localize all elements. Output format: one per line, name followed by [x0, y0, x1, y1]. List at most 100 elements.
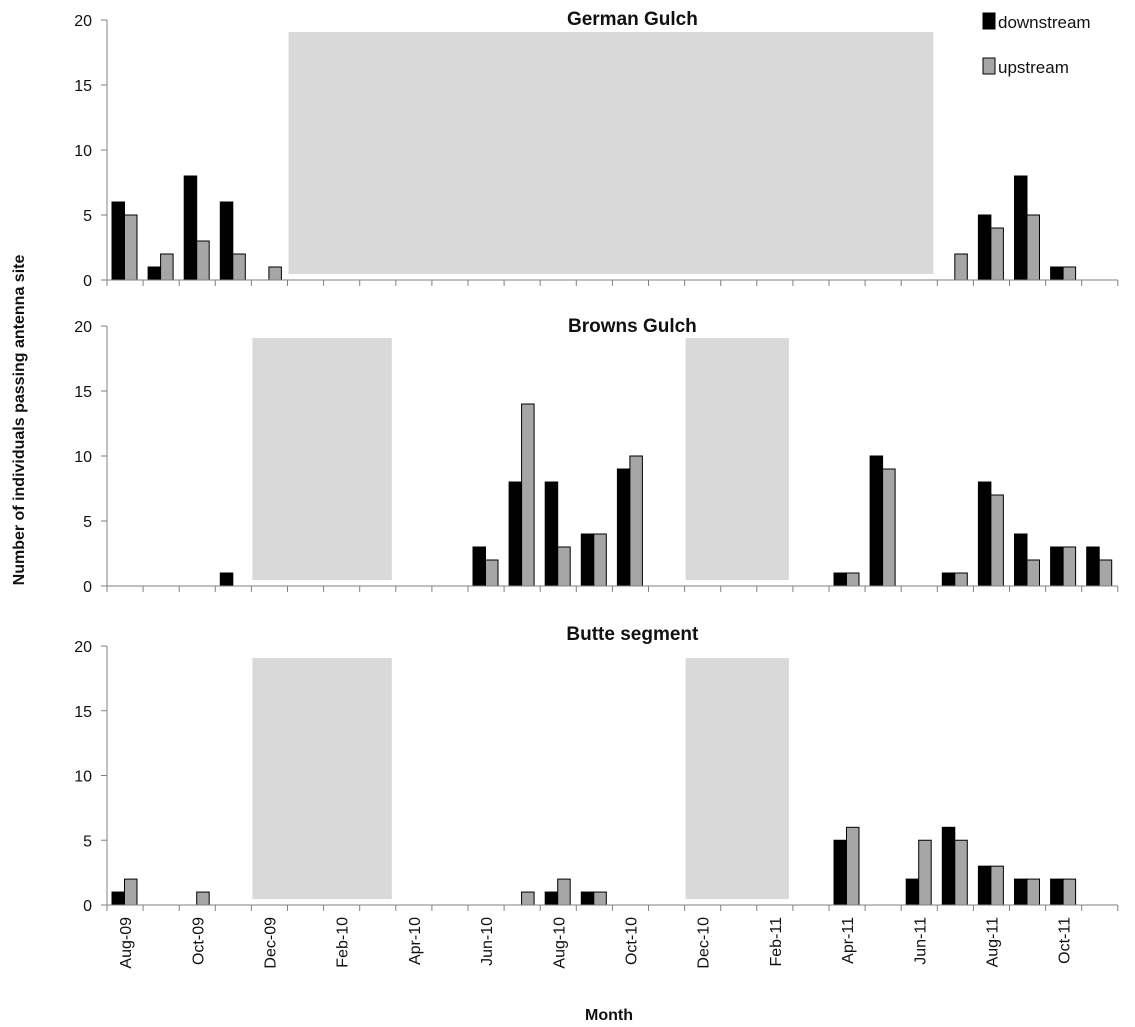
y-tick-label: 5 — [83, 208, 92, 225]
bar-downstream — [1050, 878, 1064, 906]
x-tick-label: Aug-09 — [118, 917, 135, 969]
bar-downstream — [1014, 533, 1028, 587]
panels: 0 5 10 15 20 German Gulch 0 5 10 15 20 Browns Gulch… — [74, 9, 1119, 969]
bar-downstream — [508, 481, 523, 587]
y-tick-label: 0 — [83, 579, 92, 596]
bar-downstream — [1050, 266, 1064, 281]
bar-downstream — [580, 533, 595, 587]
legend-label-downstream: downstream — [998, 13, 1091, 32]
bar-upstream — [124, 878, 138, 906]
bar-upstream — [918, 839, 932, 906]
y-axis-title: Number of individuals passing antenna si… — [11, 255, 28, 586]
bar-downstream — [219, 201, 234, 281]
x-tick-label: Aug-11 — [984, 917, 1001, 968]
y-tick-label: 0 — [83, 273, 92, 290]
bar-downstream — [1086, 546, 1100, 587]
panel-title: Butte segment — [566, 624, 699, 645]
bar-downstream — [833, 572, 847, 587]
bar-downstream — [111, 891, 125, 906]
bar-downstream — [833, 839, 847, 906]
y-tick-label: 10 — [74, 449, 92, 466]
bar-downstream — [219, 572, 234, 587]
y-tick-label: 10 — [74, 769, 92, 786]
bar-downstream — [977, 865, 992, 906]
bar-upstream — [521, 403, 535, 587]
bar-upstream — [196, 240, 210, 281]
bar-downstream — [111, 201, 125, 281]
y-tick-label: 15 — [74, 384, 92, 401]
bar-downstream — [1050, 546, 1064, 587]
x-tick-label: Jun-10 — [479, 917, 496, 966]
x-tick-label: Dec-10 — [696, 917, 713, 969]
x-tick-label: Jun-11 — [912, 917, 929, 965]
y-tick-label: 20 — [74, 13, 92, 30]
bar-upstream — [1026, 878, 1040, 906]
bar-upstream — [232, 253, 246, 281]
x-tick-label: Feb-11 — [768, 917, 785, 967]
bar-upstream — [846, 826, 860, 906]
panel-2: 0 5 10 15 20 Browns Gulch — [74, 316, 1119, 596]
bar-upstream — [521, 891, 535, 906]
bar-upstream — [990, 865, 1004, 906]
bar-upstream — [557, 546, 571, 587]
bar-upstream — [1062, 878, 1077, 906]
bar-downstream — [905, 878, 920, 906]
x-axis-title: Month — [585, 1007, 633, 1024]
x-tick-label: Dec-09 — [262, 917, 279, 969]
bar-upstream — [990, 494, 1004, 587]
bar-downstream — [147, 266, 162, 281]
bar-downstream — [183, 175, 198, 281]
bar-upstream — [124, 214, 138, 281]
legend-swatch-upstream — [982, 57, 996, 75]
legend: downstream upstream — [982, 12, 1091, 77]
bar-upstream — [196, 891, 210, 906]
bar-upstream — [954, 253, 968, 281]
bar-upstream — [1062, 266, 1077, 281]
bar-upstream — [954, 572, 968, 587]
y-tick-label: 0 — [83, 898, 92, 915]
bar-upstream — [954, 839, 968, 906]
bar-downstream — [616, 468, 631, 587]
y-tick-label: 5 — [83, 833, 92, 850]
panel-1: 0 5 10 15 20 German Gulch — [74, 9, 1119, 290]
bar-upstream — [1098, 559, 1113, 587]
bar-downstream — [941, 572, 956, 587]
bar-downstream — [977, 214, 992, 281]
x-tick-label: Feb-10 — [335, 917, 352, 968]
x-tick-label: Apr-11 — [840, 917, 857, 964]
bar-upstream — [1026, 559, 1040, 587]
shaded-range — [685, 658, 789, 899]
bar-upstream — [846, 572, 860, 587]
x-tick-labels: Aug-09 Oct-09 Dec-09 Feb-10 Apr-10 Jun-10 Aug-… — [118, 917, 1074, 969]
bar-upstream — [629, 455, 643, 587]
panel-title: German Gulch — [567, 9, 698, 30]
legend-swatch-downstream — [982, 12, 996, 30]
bar-downstream — [1014, 175, 1028, 281]
bar-upstream — [1026, 214, 1040, 281]
bar-downstream — [941, 826, 956, 906]
y-tick-label: 20 — [74, 639, 92, 656]
shaded-range — [252, 338, 392, 580]
bar-downstream — [580, 891, 595, 906]
x-tick-label: Oct-09 — [190, 917, 207, 965]
y-tick-label: 15 — [74, 78, 92, 95]
bar-upstream — [593, 891, 607, 906]
bar-upstream — [990, 227, 1004, 281]
y-tick-label: 10 — [74, 143, 92, 160]
panel-3: 0 5 10 15 20 Butte segment — [74, 624, 1119, 915]
panel-title: Browns Gulch — [568, 316, 697, 337]
x-tick-label: Oct-10 — [623, 917, 640, 965]
bar-upstream — [1062, 546, 1077, 587]
shaded-range — [685, 338, 789, 580]
legend-label-upstream: upstream — [998, 58, 1069, 77]
bar-upstream — [485, 559, 499, 587]
shaded-range — [252, 658, 392, 899]
y-tick-label: 5 — [83, 514, 92, 531]
x-tick-label: Aug-10 — [551, 917, 568, 969]
bar-downstream — [977, 481, 992, 587]
y-tick-label: 20 — [74, 319, 92, 336]
bar-upstream — [160, 253, 174, 281]
bar-downstream — [869, 455, 884, 587]
bar-upstream — [268, 266, 282, 281]
